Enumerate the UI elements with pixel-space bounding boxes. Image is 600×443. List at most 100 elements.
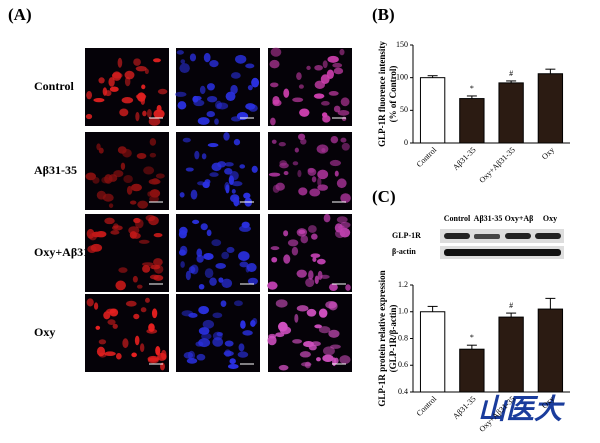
cell <box>206 83 215 91</box>
cell <box>108 203 114 208</box>
cell <box>322 115 331 123</box>
cell <box>115 280 126 291</box>
bar <box>459 348 485 393</box>
cell <box>339 227 351 238</box>
cell <box>199 85 206 95</box>
cell <box>306 65 311 71</box>
cell <box>200 223 208 231</box>
cell <box>224 340 234 347</box>
cell <box>223 350 234 357</box>
cell <box>176 50 184 55</box>
cell <box>179 63 190 74</box>
cell <box>272 99 282 107</box>
cell <box>310 253 321 258</box>
x-tick-label: Control <box>415 145 439 169</box>
cell <box>147 355 159 362</box>
cell <box>314 64 323 71</box>
y-tick-label: 100 <box>396 72 408 81</box>
cell <box>283 88 290 98</box>
cell <box>239 225 251 232</box>
cell <box>245 63 255 69</box>
cell <box>174 91 187 97</box>
cell <box>111 225 123 231</box>
cell <box>117 146 127 154</box>
cell <box>314 324 322 329</box>
cell <box>297 169 302 178</box>
cell <box>148 117 161 126</box>
cell <box>231 181 243 187</box>
bar <box>459 98 485 144</box>
cell <box>279 160 287 166</box>
cell <box>291 246 299 256</box>
cell <box>221 251 230 260</box>
cell <box>298 84 304 89</box>
cell <box>339 48 345 56</box>
cell <box>270 246 280 251</box>
cell <box>212 312 223 319</box>
cell <box>108 174 118 182</box>
y-axis-label: GLP-1R fluorence intensity <box>377 41 387 147</box>
cell <box>296 269 307 278</box>
cell <box>237 351 249 358</box>
cell <box>160 362 165 371</box>
cell <box>116 352 122 360</box>
x-tick-label: Oxy <box>540 145 556 161</box>
cell <box>292 339 303 344</box>
cell <box>270 117 276 126</box>
x-tick-label: Oxy+Aβ31-35 <box>477 145 516 184</box>
cell <box>121 97 134 104</box>
cell <box>151 189 158 197</box>
x-tick-label: Aβ31-35 <box>451 394 478 421</box>
y-tick-label: 1.0 <box>398 307 408 316</box>
cell <box>310 341 321 347</box>
cell <box>98 77 105 84</box>
cell <box>224 162 234 167</box>
band <box>474 234 500 239</box>
cell <box>108 77 115 87</box>
cell <box>120 162 126 170</box>
cell <box>93 98 105 103</box>
cell <box>122 338 129 349</box>
cell <box>204 179 211 185</box>
cell <box>311 233 318 240</box>
cell <box>149 138 157 146</box>
cell <box>148 178 161 185</box>
cell <box>135 111 140 122</box>
cell <box>141 84 146 90</box>
panel-label: (B) <box>372 5 395 24</box>
cell <box>239 164 246 169</box>
cell <box>137 92 146 102</box>
cell <box>153 58 161 63</box>
cell <box>128 226 140 235</box>
y-axis-label: GLP-1R protein relative expression <box>377 270 387 406</box>
cell <box>271 256 278 263</box>
cell <box>317 270 323 281</box>
cell <box>104 351 116 357</box>
cell <box>142 264 151 273</box>
cell <box>247 277 259 285</box>
cell <box>298 187 308 196</box>
bar <box>537 308 564 393</box>
cell <box>336 178 347 189</box>
cell <box>231 189 236 194</box>
cell <box>86 298 94 307</box>
cell <box>178 229 187 239</box>
cell <box>117 57 123 68</box>
cell <box>327 55 339 63</box>
cell <box>139 343 145 352</box>
band <box>535 233 561 239</box>
lane-label: Oxy+Aβ <box>505 214 534 223</box>
cell <box>325 300 337 309</box>
cell <box>151 308 158 319</box>
cell <box>333 357 339 364</box>
cell <box>251 77 260 88</box>
cell <box>296 305 309 312</box>
row-label: Aβ31-35 <box>34 163 77 177</box>
cell <box>267 281 278 290</box>
cell <box>300 235 309 244</box>
cell <box>212 337 224 347</box>
cell <box>92 177 100 184</box>
cell <box>333 105 341 113</box>
cell <box>318 326 331 334</box>
cell <box>242 330 253 336</box>
